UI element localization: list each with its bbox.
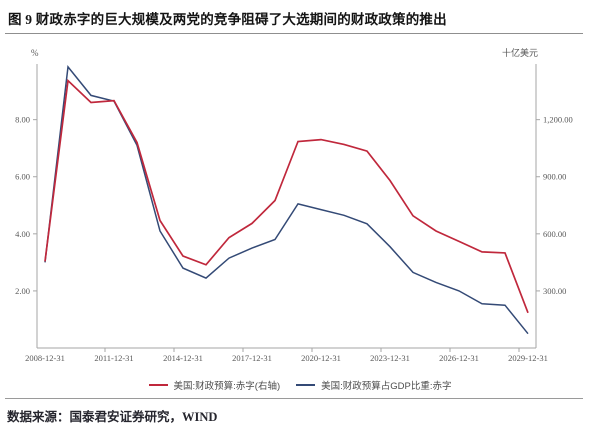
x-axis-tick-label: 2029-12-31 [508, 353, 548, 363]
y-axis-right-tick-label: 300.00 [543, 286, 566, 296]
figure-title: 图 9 财政赤字的巨大规模及两党的竞争阻碍了大选期间的财政政策的推出 [8, 12, 447, 27]
y-axis-left-tick-label: 6.00 [15, 172, 30, 182]
y-axis-right-tick-label: 900.00 [543, 172, 566, 182]
legend-swatch-red-line [148, 384, 168, 386]
deficit-line-chart: 2.00 4.00 6.00 8.00% 300.00 600.00 900.00 1,200… [15, 47, 573, 363]
legend-item-deficit-billion: 美国:财政预算:赤字(右轴) [148, 378, 281, 392]
legend-swatch-blue-line [296, 384, 316, 386]
y-axis-right-tick-label: 600.00 [543, 229, 566, 239]
data-source: 数据来源：国泰君安证券研究，WIND [7, 410, 218, 424]
divider-bottom [5, 398, 583, 399]
y-axis-right-unit: 十亿美元 [502, 47, 538, 58]
legend-label-deficit-billion: 美国:财政预算:赤字(右轴) [173, 381, 281, 392]
series-line-deficit-billion [44, 78, 529, 314]
x-axis-tick-label: 2026-12-31 [439, 353, 479, 363]
x-axis-tick-label: 2011-12-31 [94, 353, 133, 363]
y-axis-left-tick-label: 4.00 [15, 229, 30, 239]
legend-label-deficit-gdp: 美国:财政预算占GDP比重:赤字 [321, 381, 452, 392]
legend-item-deficit-gdp: 美国:财政预算占GDP比重:赤字 [296, 378, 451, 392]
x-axis-tick-label: 2008-12-31 [25, 353, 65, 363]
x-axis-tick-label: 2020-12-31 [301, 353, 341, 363]
chart-legend: 美国:财政预算:赤字(右轴) 美国:财政预算占GDP比重:赤字 [0, 378, 600, 392]
y-axis-right-tick-label: 1,200.00 [543, 115, 573, 125]
divider-top [5, 33, 583, 34]
y-axis-left-tick-label: 8.00 [15, 115, 30, 125]
y-axis-left-unit: % [31, 48, 39, 58]
x-axis-tick-label: 2023-12-31 [370, 353, 410, 363]
y-axis-left-tick-label: 2.00 [15, 286, 30, 296]
x-axis-tick-label: 2017-12-31 [232, 353, 272, 363]
x-axis-tick-label: 2014-12-31 [163, 353, 203, 363]
